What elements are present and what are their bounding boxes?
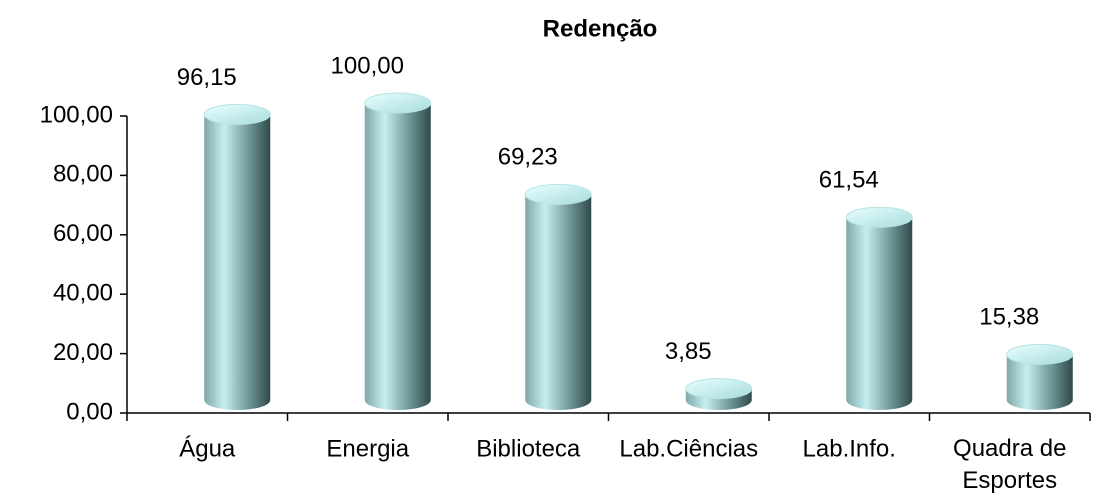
- bar-body: [525, 194, 592, 410]
- y-tick-label: 40,00: [53, 280, 113, 307]
- bar: [364, 92, 432, 410]
- x-tick-label: Lab.Info.: [803, 435, 896, 462]
- bar-top: [685, 378, 753, 400]
- x-tick-label: Energia: [326, 435, 409, 462]
- bar: [685, 378, 753, 410]
- value-label: 61,54: [819, 167, 879, 194]
- bar-body: [364, 103, 431, 410]
- y-tick-label: 100,00: [40, 101, 113, 128]
- value-label: 15,38: [979, 304, 1039, 331]
- bar-top: [203, 103, 271, 125]
- bar: [1006, 343, 1074, 410]
- x-tick-label: Água: [179, 435, 236, 462]
- x-tick-label: Lab.Ciências: [619, 435, 758, 462]
- value-label: 96,15: [177, 64, 237, 91]
- bar-body: [1006, 354, 1073, 410]
- chart-title: Redenção: [543, 15, 658, 42]
- y-tick-label: 80,00: [53, 161, 113, 188]
- x-tick-label: Biblioteca: [476, 435, 581, 462]
- bar-body: [204, 114, 271, 410]
- value-label: 3,85: [665, 338, 712, 365]
- x-tick-label: Quadra de Esportes: [953, 435, 1066, 494]
- bar: [524, 183, 592, 410]
- bar-top: [524, 183, 592, 205]
- bar-top: [1006, 343, 1074, 365]
- y-tick-label: 0,00: [66, 398, 113, 425]
- value-label: 69,23: [498, 144, 558, 171]
- bar: [845, 206, 913, 410]
- bar: [203, 103, 271, 410]
- bar-body: [846, 217, 913, 410]
- y-tick-label: 60,00: [53, 220, 113, 247]
- bar-top: [364, 92, 432, 114]
- value-label: 100,00: [331, 52, 404, 79]
- y-tick-label: 20,00: [53, 339, 113, 366]
- bar-top: [845, 206, 913, 228]
